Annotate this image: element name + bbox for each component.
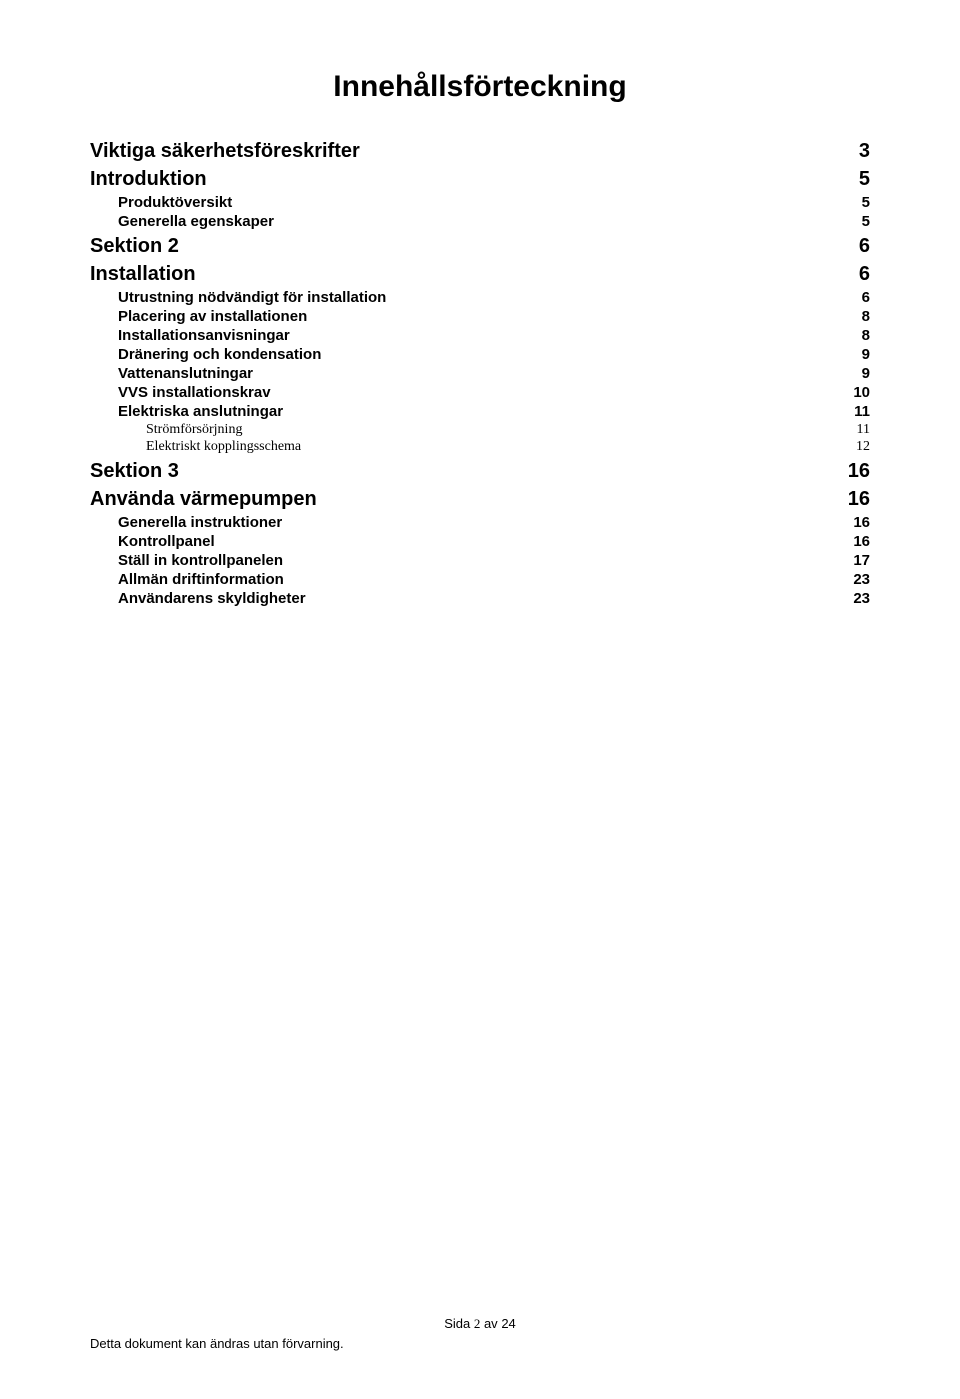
toc-entry: Kontrollpanel 16	[90, 533, 870, 550]
toc-entry: Vattenanslutningar 9	[90, 365, 870, 382]
toc-entry-page: 8	[862, 308, 870, 325]
toc-entry-label: Produktöversikt	[118, 194, 232, 211]
toc-entry: Installationsanvisningar 8	[90, 327, 870, 344]
toc-entry: Sektion 2 6	[90, 235, 870, 258]
toc-entry-page: 5	[862, 194, 870, 211]
toc-entry-page: 12	[856, 439, 870, 455]
toc-entry-page: 6	[859, 263, 870, 286]
toc-entry-label: Ställ in kontrollpanelen	[118, 552, 283, 569]
toc-entry-label: Sektion 3	[90, 460, 179, 483]
toc-entry-page: 10	[853, 384, 870, 401]
toc-entry-label: Utrustning nödvändigt för installation	[118, 289, 386, 306]
footer-page-total: 24	[501, 1316, 515, 1331]
toc-entry-page: 5	[859, 168, 870, 191]
toc-entry-page: 17	[853, 552, 870, 569]
toc-entry: Elektriska anslutningar 11	[90, 403, 870, 420]
toc-entry-label: Elektriskt kopplingsschema	[146, 439, 301, 455]
toc-title: Innehållsförteckning	[90, 70, 870, 104]
toc-entry: Ställ in kontrollpanelen 17	[90, 552, 870, 569]
toc-entry-label: Placering av installationen	[118, 308, 307, 325]
toc-entry: Introduktion 5	[90, 168, 870, 191]
toc-entry: Strömförsörjning 11	[90, 422, 870, 438]
toc-entry-page: 6	[862, 289, 870, 306]
toc-entry: Utrustning nödvändigt för installation 6	[90, 289, 870, 306]
toc-entry-page: 11	[854, 403, 870, 420]
toc-entry-label: Dränering och kondensation	[118, 346, 321, 363]
toc-entry: Allmän driftinformation 23	[90, 571, 870, 588]
toc-entry-page: 23	[853, 590, 870, 607]
toc-entry: Använda värmepumpen 16	[90, 488, 870, 511]
toc-entry: Placering av installationen 8	[90, 308, 870, 325]
toc-entry-page: 11	[857, 422, 870, 438]
footer-page-prefix: Sida	[444, 1316, 474, 1331]
toc-entry: Installation 6	[90, 263, 870, 286]
toc-entry-page: 8	[862, 327, 870, 344]
footer-page-indicator: Sida 2 av 24	[90, 1316, 870, 1332]
toc-entry-page: 3	[859, 140, 870, 163]
document-page: Innehållsförteckning Viktiga säkerhetsfö…	[0, 0, 960, 1399]
toc-entry-page: 16	[848, 460, 870, 483]
toc-entry-page: 23	[853, 571, 870, 588]
toc-entry-label: Sektion 2	[90, 235, 179, 258]
toc-entry-page: 16	[848, 488, 870, 511]
toc-entry-label: Introduktion	[90, 168, 207, 191]
toc-entry-label: Generella instruktioner	[118, 514, 282, 531]
toc-entry-label: Installation	[90, 263, 196, 286]
toc-entry: Användarens skyldigheter 23	[90, 590, 870, 607]
toc-entry-label: Installationsanvisningar	[118, 327, 290, 344]
toc-entry-page: 9	[862, 346, 870, 363]
toc-entry-page: 5	[862, 213, 870, 230]
toc-entry-label: Allmän driftinformation	[118, 571, 284, 588]
toc-entry-label: Generella egenskaper	[118, 213, 274, 230]
toc-entry: Sektion 3 16	[90, 460, 870, 483]
toc-entry-label: VVS installationskrav	[118, 384, 271, 401]
toc-entry-page: 16	[853, 533, 870, 550]
toc-entry: Generella instruktioner 16	[90, 514, 870, 531]
toc-entry-label: Viktiga säkerhetsföreskrifter	[90, 140, 360, 163]
toc-entry-label: Användarens skyldigheter	[118, 590, 306, 607]
toc-entry-page: 6	[859, 235, 870, 258]
toc-entry-page: 9	[862, 365, 870, 382]
toc-entry: Produktöversikt 5	[90, 194, 870, 211]
toc-entry-label: Elektriska anslutningar	[118, 403, 283, 420]
toc-entry-label: Vattenanslutningar	[118, 365, 253, 382]
toc-entry-label: Använda värmepumpen	[90, 488, 317, 511]
toc-entry: Generella egenskaper 5	[90, 213, 870, 230]
toc-entry: Viktiga säkerhetsföreskrifter 3	[90, 140, 870, 163]
toc-entry-label: Strömförsörjning	[146, 422, 242, 438]
toc-list: Viktiga säkerhetsföreskrifter 3 Introdukti…	[90, 140, 870, 607]
footer-page-middle: av	[480, 1316, 501, 1331]
toc-entry-label: Kontrollpanel	[118, 533, 215, 550]
toc-entry: Dränering och kondensation 9	[90, 346, 870, 363]
page-footer: Sida 2 av 24 Detta dokument kan ändras u…	[90, 1316, 870, 1351]
footer-disclaimer: Detta dokument kan ändras utan förvarnin…	[90, 1336, 870, 1351]
toc-entry: VVS installationskrav 10	[90, 384, 870, 401]
toc-entry-page: 16	[853, 514, 870, 531]
toc-entry: Elektriskt kopplingsschema 12	[90, 439, 870, 455]
